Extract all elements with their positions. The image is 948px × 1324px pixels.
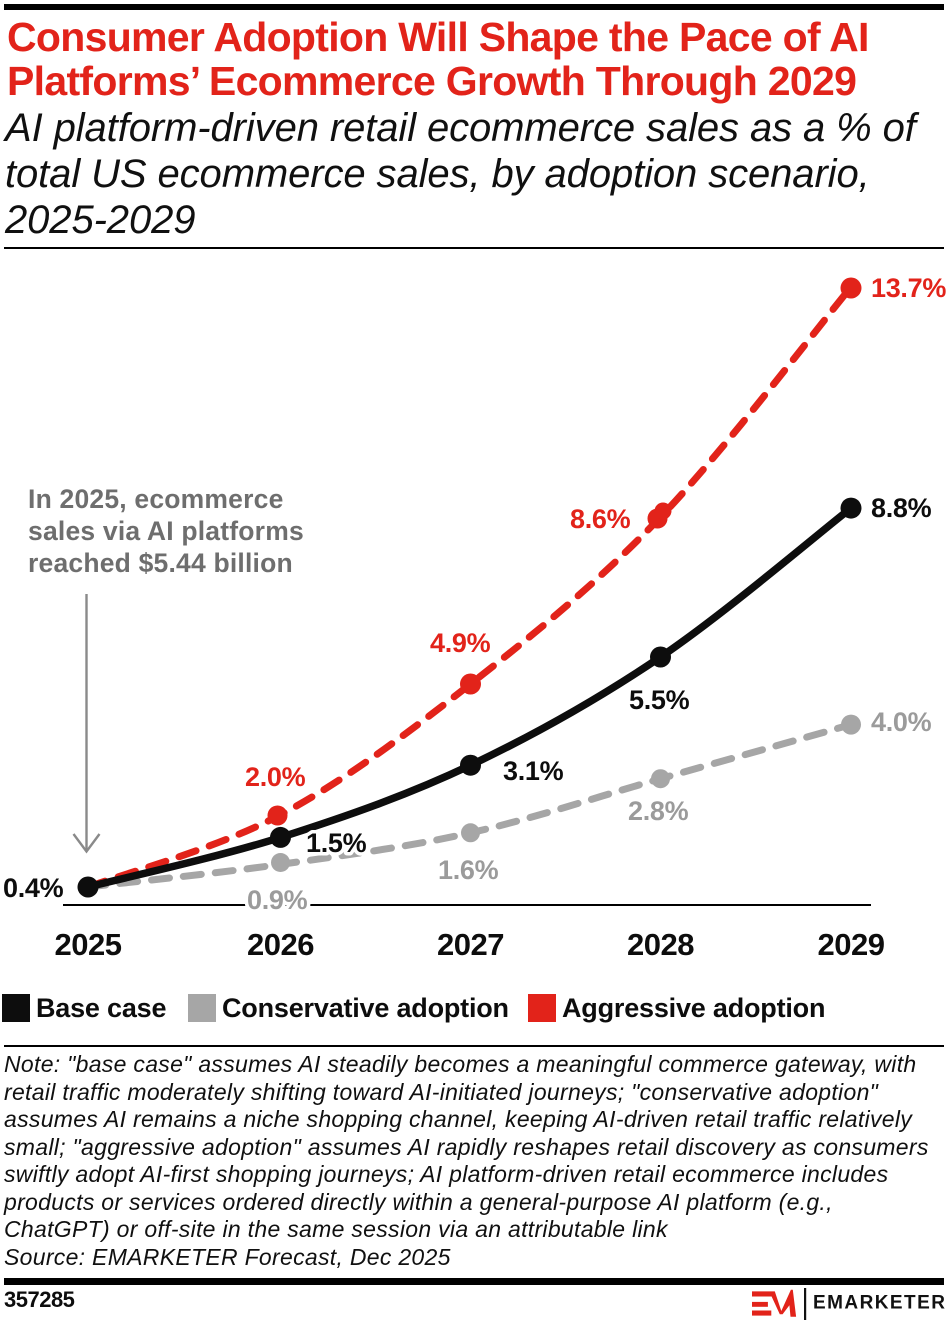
svg-text:2.0%: 2.0% bbox=[245, 762, 306, 792]
svg-text:13.7%: 13.7% bbox=[871, 273, 946, 303]
svg-text:2.8%: 2.8% bbox=[628, 796, 689, 826]
svg-text:2027: 2027 bbox=[437, 927, 504, 962]
svg-text:3.1%: 3.1% bbox=[503, 756, 564, 786]
svg-text:8.6%: 8.6% bbox=[570, 504, 631, 534]
svg-text:EMARKETER: EMARKETER bbox=[813, 1293, 946, 1314]
svg-text:8.8%: 8.8% bbox=[871, 493, 932, 523]
svg-text:1.6%: 1.6% bbox=[438, 855, 499, 885]
svg-text:2026: 2026 bbox=[247, 927, 314, 962]
svg-text:0.4%: 0.4% bbox=[3, 873, 64, 903]
svg-text:2028: 2028 bbox=[627, 927, 694, 962]
svg-text:4.9%: 4.9% bbox=[430, 628, 491, 658]
svg-text:2029: 2029 bbox=[818, 927, 885, 962]
svg-text:1.5%: 1.5% bbox=[306, 828, 367, 858]
svg-text:5.5%: 5.5% bbox=[629, 685, 690, 715]
svg-text:0.9%: 0.9% bbox=[247, 885, 308, 915]
svg-text:2025: 2025 bbox=[55, 927, 122, 962]
svg-text:4.0%: 4.0% bbox=[871, 707, 932, 737]
